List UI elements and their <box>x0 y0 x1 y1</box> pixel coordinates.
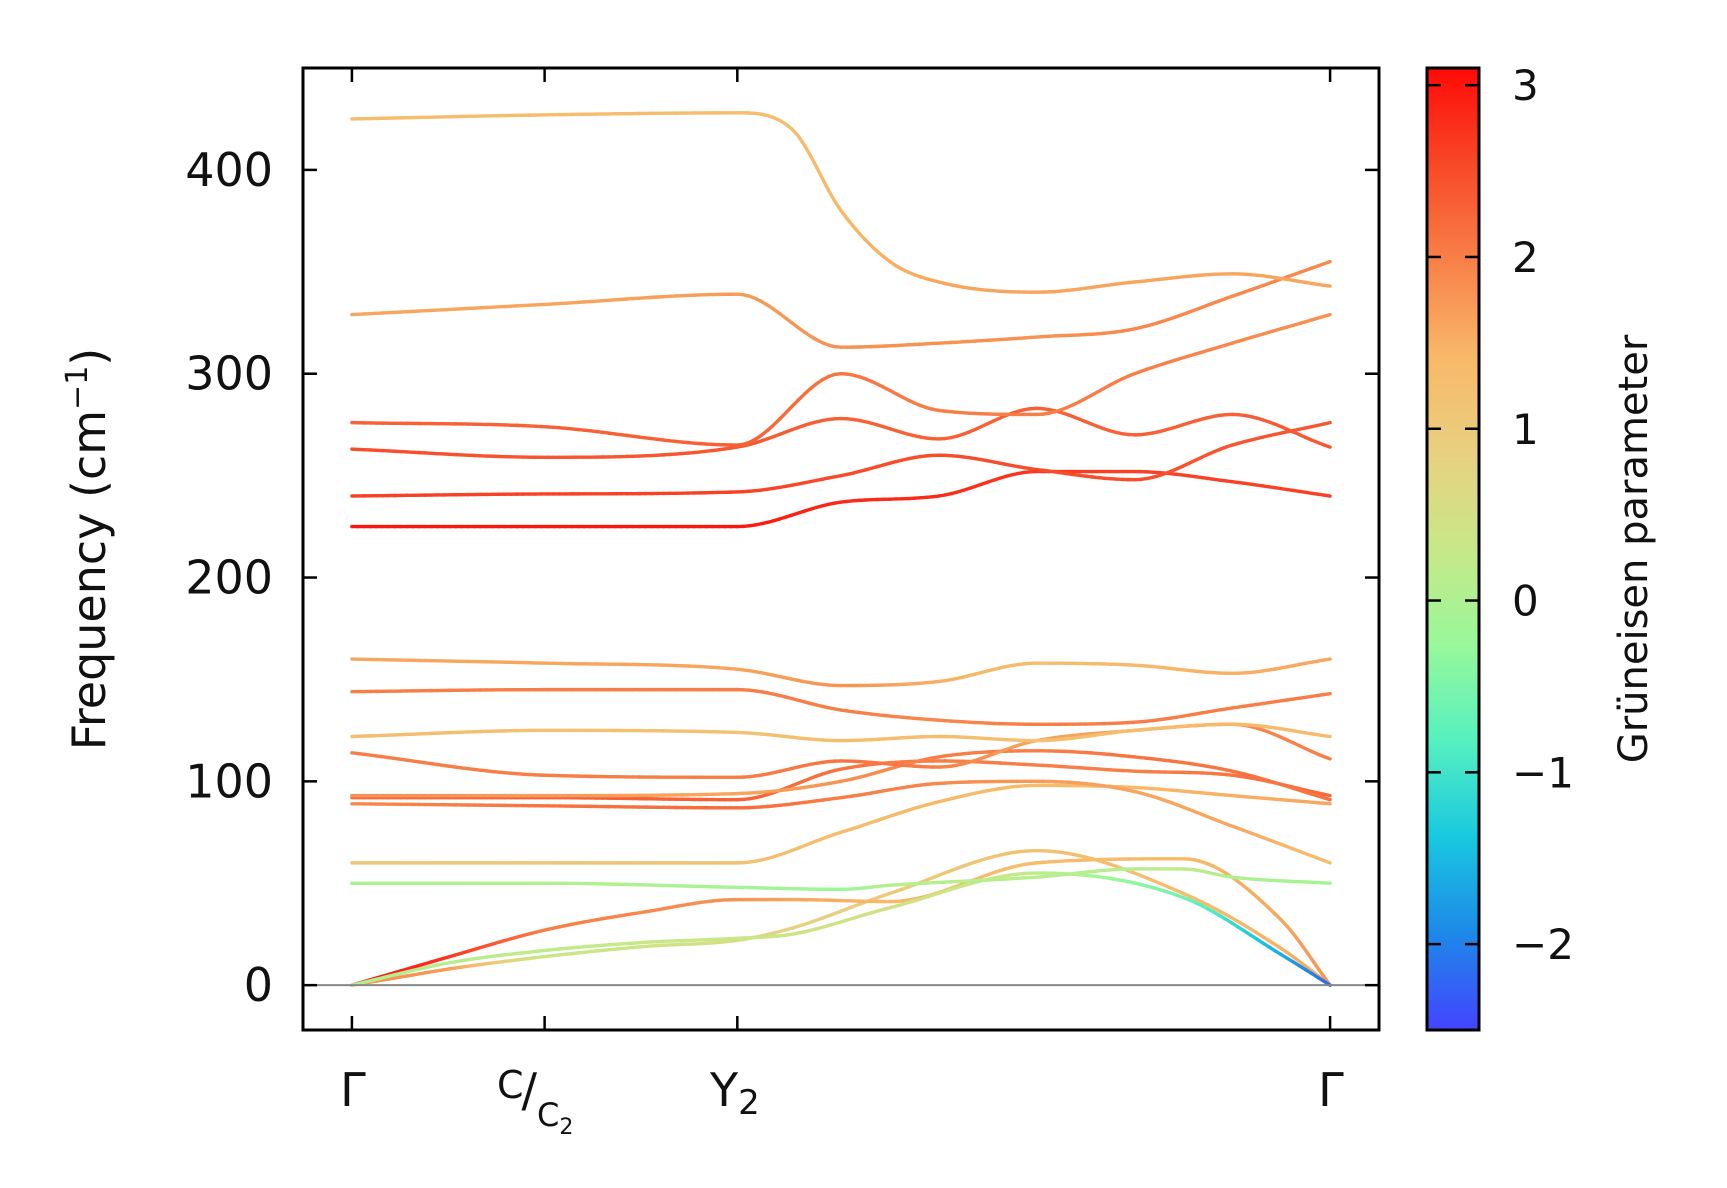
band-1 <box>350 848 1332 987</box>
band-6-segment <box>1322 858 1332 865</box>
x-label-y2: Y2 <box>709 1063 760 1123</box>
band-18-segment <box>814 165 825 181</box>
band-17 <box>350 259 1332 349</box>
band-15-segment <box>1322 443 1332 449</box>
band-12-segment <box>1322 657 1332 662</box>
colorbar-tick-label: −1 <box>1512 748 1574 797</box>
band-2-segment <box>1297 940 1308 953</box>
band-18-segment <box>827 188 837 204</box>
x-label-gamma-end: Γ <box>1318 1063 1344 1117</box>
band-2-segment <box>1316 966 1326 979</box>
y-tick-label: 400 <box>185 143 273 197</box>
colorbar-tick-label: 0 <box>1512 577 1539 626</box>
band-11 <box>350 687 1332 726</box>
band-8 <box>350 749 1332 802</box>
band-5 <box>350 783 1332 865</box>
colorbar-ticks: −2 −1 0 1 2 3 <box>1427 61 1574 969</box>
band-16-segment <box>1322 312 1332 319</box>
band-18 <box>350 111 1332 294</box>
y-tick-label: 100 <box>185 754 273 808</box>
x-label-c-c2: C/C2 <box>497 1063 573 1140</box>
band-18-segment <box>833 199 843 213</box>
band-18-segment <box>820 177 831 193</box>
y-tick-label: 0 <box>244 958 273 1012</box>
colorbar-frame <box>1425 66 1481 1032</box>
x-axis-ticks <box>350 68 1332 1030</box>
band-6 <box>350 779 1332 865</box>
x-label-gamma-start: Γ <box>340 1063 366 1117</box>
band-12 <box>350 657 1332 688</box>
band-8-segment <box>1322 796 1332 802</box>
band-9-segment <box>1322 754 1332 761</box>
x-axis-high-symmetry-labels: Γ C/C2 Y2 Γ <box>340 1063 1344 1140</box>
y-tick-label: 200 <box>185 551 273 605</box>
band-11-segment <box>1322 692 1332 697</box>
band-4 <box>350 867 1332 892</box>
band-15 <box>350 406 1332 459</box>
plot-frame <box>301 66 1381 1032</box>
y-tick-label: 300 <box>185 347 273 401</box>
band-13-segment <box>1322 493 1332 498</box>
y-axis-ticks: 0 100 200 300 400 <box>185 143 1379 1012</box>
band-14 <box>350 420 1332 498</box>
band-18-segment <box>802 143 813 158</box>
band-3 <box>350 871 1332 987</box>
colorbar-tick-label: 1 <box>1512 405 1539 454</box>
colorbar-title: Grüneisen parameter <box>1611 334 1657 763</box>
colorbar-tick-label: 2 <box>1512 233 1539 282</box>
band-16 <box>350 312 1332 447</box>
band-18-segment <box>808 153 819 169</box>
band-7-segment <box>1322 792 1332 798</box>
y-axis-title-superscript: −1 <box>60 366 95 410</box>
band-10 <box>350 722 1332 743</box>
band-10-segment <box>1322 733 1332 739</box>
band-lines <box>350 111 1332 987</box>
band-2-segment <box>1310 957 1320 970</box>
band-18-segment <box>796 134 807 147</box>
band-17-segment <box>1322 259 1332 266</box>
band-5-segment <box>1322 801 1332 806</box>
y-axis-title: Frequency (cm−1) <box>60 348 116 751</box>
band-13 <box>350 469 1332 529</box>
colorbar-tick-label: 3 <box>1512 61 1539 110</box>
colorbar-tick-label: −2 <box>1512 920 1574 969</box>
band-2-segment <box>1303 948 1314 961</box>
band-14-segment <box>1322 420 1332 426</box>
band-18-segment <box>1322 283 1332 288</box>
colorbar-fill <box>1427 68 1479 1030</box>
colorbar: −2 −1 0 1 2 3 Grüneisen parameter <box>1425 61 1657 1032</box>
